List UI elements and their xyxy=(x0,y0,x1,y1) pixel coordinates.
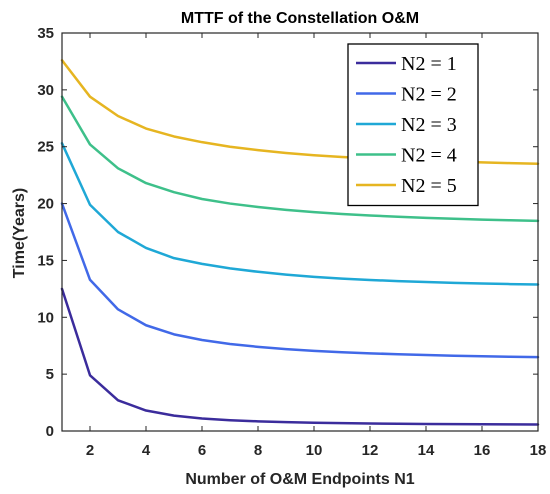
x-tick-label: 18 xyxy=(530,442,547,459)
x-axis-label: Number of O&M Endpoints N1 xyxy=(185,471,414,488)
legend: N2 = 1 N2 = 2 N2 = 3 N2 = 4 N2 = 5 xyxy=(347,43,479,207)
x-tick-label: 16 xyxy=(474,442,491,459)
y-tick-label: 10 xyxy=(37,309,54,326)
legend-label-2: N2 = 2 xyxy=(401,84,457,106)
chart-title: MTTF of the Constellation O&M xyxy=(181,10,419,27)
x-tick-label: 14 xyxy=(418,442,435,459)
legend-label-4: N2 = 4 xyxy=(401,145,457,167)
x-tick-label: 12 xyxy=(362,442,379,459)
y-tick-label: 20 xyxy=(37,196,54,213)
y-axis-label: Time(Years) xyxy=(11,188,28,278)
y-tick-label: 30 xyxy=(37,82,54,99)
series-lines xyxy=(60,59,540,426)
x-tick-label: 10 xyxy=(306,442,323,459)
y-tick-label: 35 xyxy=(37,25,54,42)
legend-label-3: N2 = 3 xyxy=(401,114,457,136)
x-tick-label: 8 xyxy=(254,442,262,459)
y-tick-label: 15 xyxy=(37,252,54,269)
axes-box xyxy=(61,32,539,432)
axes xyxy=(61,32,539,432)
x-tick-label: 6 xyxy=(198,442,206,459)
x-tick-label: 4 xyxy=(142,442,151,459)
legend-label-5: N2 = 5 xyxy=(401,175,457,197)
x-tick-label: 2 xyxy=(86,442,94,459)
y-tick-label: 0 xyxy=(46,423,54,440)
legend-label-1: N2 = 1 xyxy=(401,53,457,75)
series-line-1 xyxy=(60,287,540,426)
y-tick-label: 5 xyxy=(46,366,54,383)
series-line-2 xyxy=(60,202,540,359)
tick-labels: 2 4 6 8 10 12 14 16 18 0 5 10 15 20 25 30 35 xyxy=(37,25,546,459)
y-tick-label: 25 xyxy=(37,139,54,156)
series-line-4 xyxy=(60,95,540,223)
series-line-3 xyxy=(60,142,540,286)
